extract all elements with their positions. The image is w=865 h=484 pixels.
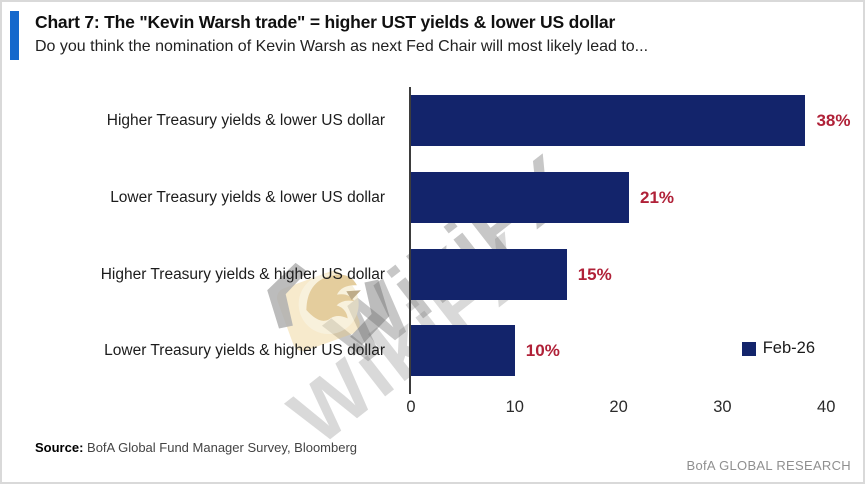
x-tick-label: 10	[505, 398, 524, 416]
title-accent-bar	[10, 11, 19, 60]
x-axis-ticks: 0 10 20 30 40	[406, 398, 847, 422]
bar	[411, 325, 515, 376]
x-tick-label: 0	[406, 398, 416, 416]
category-label: Higher Treasury yields & higher US dolla…	[100, 265, 385, 283]
chart-subtitle: Do you think the nomination of Kevin War…	[35, 38, 649, 55]
value-label: 15%	[577, 264, 612, 284]
legend: Feb-26	[741, 339, 815, 358]
category-label: Lower Treasury yields & lower US dollar	[110, 188, 385, 206]
legend-label: Feb-26	[762, 339, 815, 357]
bar	[411, 172, 629, 223]
value-label: 10%	[525, 340, 560, 360]
bar-row: 38%	[411, 95, 851, 146]
x-tick-label: 20	[609, 398, 628, 416]
source-line: Source: BofA Global Fund Manager Survey,…	[35, 440, 357, 455]
bar-row: 21%	[411, 172, 847, 223]
legend-swatch	[741, 341, 756, 356]
y-axis-line	[409, 87, 411, 394]
bar-row: 15%	[411, 249, 847, 300]
x-tick-label: 40	[817, 398, 836, 416]
bar	[411, 249, 567, 300]
bar	[411, 95, 806, 146]
source-text: BofA Global Fund Manager Survey, Bloombe…	[83, 440, 358, 455]
plot-area: 38% 21% 15% 10% Feb-26	[409, 87, 851, 394]
bofa-branding: BofA GLOBAL RESEARCH	[686, 458, 851, 473]
source-label: Source:	[35, 440, 84, 455]
category-label: Higher Treasury yields & lower US dollar	[106, 111, 385, 129]
category-labels: Higher Treasury yields & lower US dollar…	[2, 87, 399, 394]
bar-row: 10%	[411, 325, 847, 376]
category-label: Lower Treasury yields & higher US dollar	[104, 341, 385, 359]
x-tick-label: 30	[713, 398, 732, 416]
value-label: 38%	[816, 110, 851, 130]
value-label: 21%	[640, 187, 675, 207]
chart-title: Chart 7: The "Kevin Warsh trade" = highe…	[35, 12, 616, 32]
